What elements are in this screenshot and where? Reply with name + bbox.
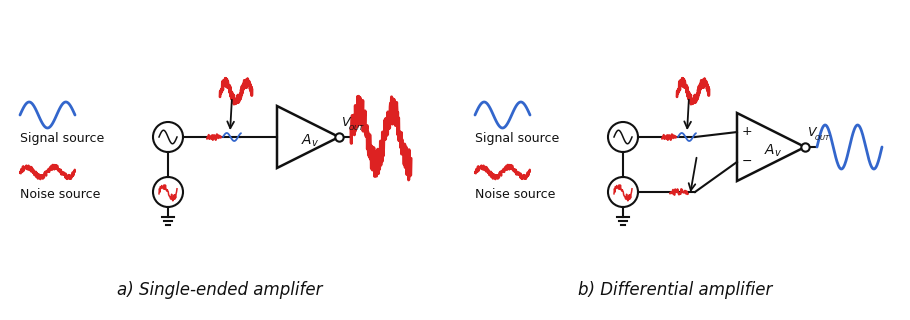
Text: Noise source: Noise source bbox=[475, 188, 555, 201]
Text: b) Differential amplifier: b) Differential amplifier bbox=[578, 281, 773, 299]
Text: $_{OUT}$: $_{OUT}$ bbox=[348, 123, 365, 133]
Text: −: − bbox=[742, 155, 753, 167]
Text: +: + bbox=[742, 124, 753, 138]
Text: $V$: $V$ bbox=[807, 126, 818, 139]
Text: Signal source: Signal source bbox=[475, 132, 560, 145]
Text: Noise source: Noise source bbox=[20, 188, 100, 201]
Text: $V$: $V$ bbox=[341, 116, 352, 129]
Text: Signal source: Signal source bbox=[20, 132, 105, 145]
Text: $A_v$: $A_v$ bbox=[301, 133, 319, 149]
Text: $A_v$: $A_v$ bbox=[763, 143, 782, 159]
Text: a) Single-ended amplifer: a) Single-ended amplifer bbox=[117, 281, 323, 299]
Text: $_{OUT}$: $_{OUT}$ bbox=[814, 133, 831, 143]
